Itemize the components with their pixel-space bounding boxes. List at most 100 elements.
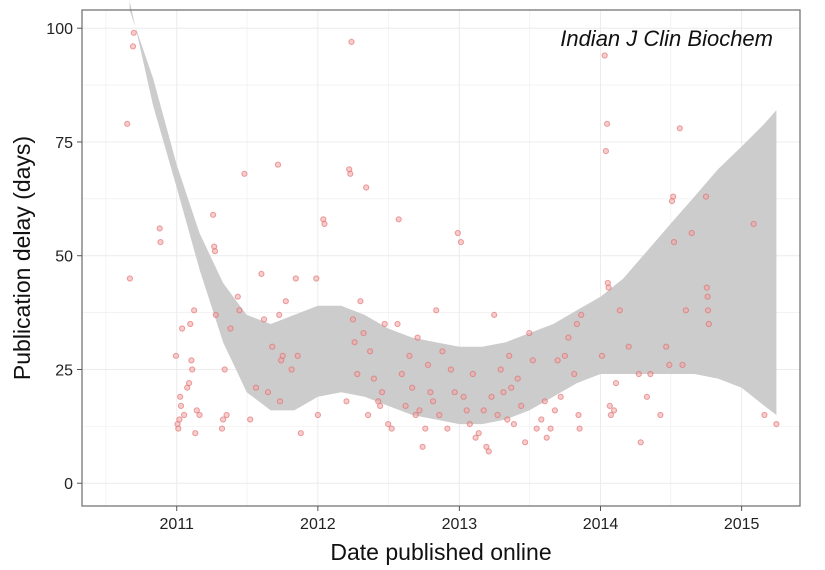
data-point xyxy=(124,120,131,127)
data-point xyxy=(551,407,559,414)
x-tick-label: 2011 xyxy=(160,516,195,533)
data-point xyxy=(773,421,780,428)
data-point xyxy=(573,320,581,328)
data-point xyxy=(126,275,133,282)
data-point xyxy=(414,334,421,341)
data-point xyxy=(447,366,454,373)
data-point xyxy=(409,384,416,391)
data-point xyxy=(261,316,268,323)
data-point xyxy=(554,357,561,364)
data-point xyxy=(466,421,473,428)
data-point xyxy=(354,370,361,378)
data-point xyxy=(349,316,357,323)
data-point xyxy=(314,411,321,419)
data-point xyxy=(518,402,525,409)
data-point xyxy=(347,170,354,177)
data-point xyxy=(606,402,613,409)
data-point xyxy=(416,407,423,414)
data-point xyxy=(670,239,678,246)
data-point xyxy=(177,393,184,400)
data-point xyxy=(439,348,446,355)
data-point xyxy=(561,352,569,359)
data-point xyxy=(647,370,654,378)
data-point xyxy=(218,425,226,432)
data-point xyxy=(526,330,533,337)
data-point xyxy=(607,411,615,419)
data-point xyxy=(475,430,482,437)
data-point xyxy=(234,293,241,300)
data-point xyxy=(264,389,272,396)
data-point xyxy=(276,398,284,405)
data-point xyxy=(227,325,234,332)
data-point xyxy=(313,275,320,282)
data-point xyxy=(210,211,217,218)
data-point xyxy=(321,220,328,227)
data-point xyxy=(576,425,583,432)
data-point xyxy=(491,311,498,318)
data-point xyxy=(422,425,429,432)
data-point xyxy=(702,193,710,200)
journal-annotation: Indian J Clin Biochem xyxy=(560,26,773,51)
plot-panel-border xyxy=(81,9,801,507)
data-point xyxy=(357,298,364,305)
data-point xyxy=(377,402,384,409)
data-point xyxy=(385,421,392,428)
data-point xyxy=(157,239,164,246)
data-point xyxy=(130,29,137,36)
data-point xyxy=(388,425,395,432)
data-point xyxy=(682,307,690,314)
data-point xyxy=(514,375,521,382)
data-point xyxy=(212,311,219,318)
y-tick-label: 100 xyxy=(46,21,73,38)
data-point xyxy=(494,411,501,419)
data-point xyxy=(612,380,620,387)
data-point xyxy=(252,384,260,391)
data-point xyxy=(643,393,651,400)
data-point xyxy=(485,448,492,455)
data-point xyxy=(679,361,686,368)
data-point xyxy=(457,239,464,246)
data-point xyxy=(177,402,185,409)
data-point xyxy=(367,348,374,355)
data-point xyxy=(175,425,182,432)
data-point xyxy=(274,161,282,168)
x-axis-title: Date published online xyxy=(330,539,551,565)
y-axis-title: Publication delay (days) xyxy=(9,136,35,380)
y-tick-label: 0 xyxy=(64,476,73,493)
data-point xyxy=(508,384,515,391)
data-point xyxy=(666,361,673,368)
data-point xyxy=(394,320,401,328)
data-point xyxy=(363,184,370,191)
data-point xyxy=(598,352,606,359)
y-tick-label: 50 xyxy=(55,249,73,266)
data-point xyxy=(269,343,276,350)
data-point xyxy=(635,370,642,378)
data-point xyxy=(172,352,180,359)
data-point xyxy=(176,416,183,423)
data-point xyxy=(616,307,623,314)
data-point xyxy=(192,430,199,437)
data-point xyxy=(424,361,432,368)
data-point xyxy=(557,393,564,400)
data-point xyxy=(761,411,768,419)
data-point xyxy=(543,434,550,441)
data-point xyxy=(378,389,386,396)
data-point xyxy=(488,393,495,400)
data-point xyxy=(129,43,137,50)
data-point xyxy=(406,352,413,359)
data-point xyxy=(578,311,585,318)
data-point xyxy=(419,443,426,450)
data-point xyxy=(657,411,664,419)
data-point xyxy=(497,366,504,373)
data-point xyxy=(196,411,203,419)
data-point xyxy=(188,357,195,364)
data-point xyxy=(223,411,230,419)
data-point xyxy=(565,334,572,341)
data-point xyxy=(436,411,443,419)
data-point xyxy=(483,443,490,450)
data-point xyxy=(343,398,350,405)
data-point xyxy=(193,407,200,414)
data-point xyxy=(370,375,377,382)
data-point xyxy=(533,425,540,432)
data-point xyxy=(412,411,419,419)
